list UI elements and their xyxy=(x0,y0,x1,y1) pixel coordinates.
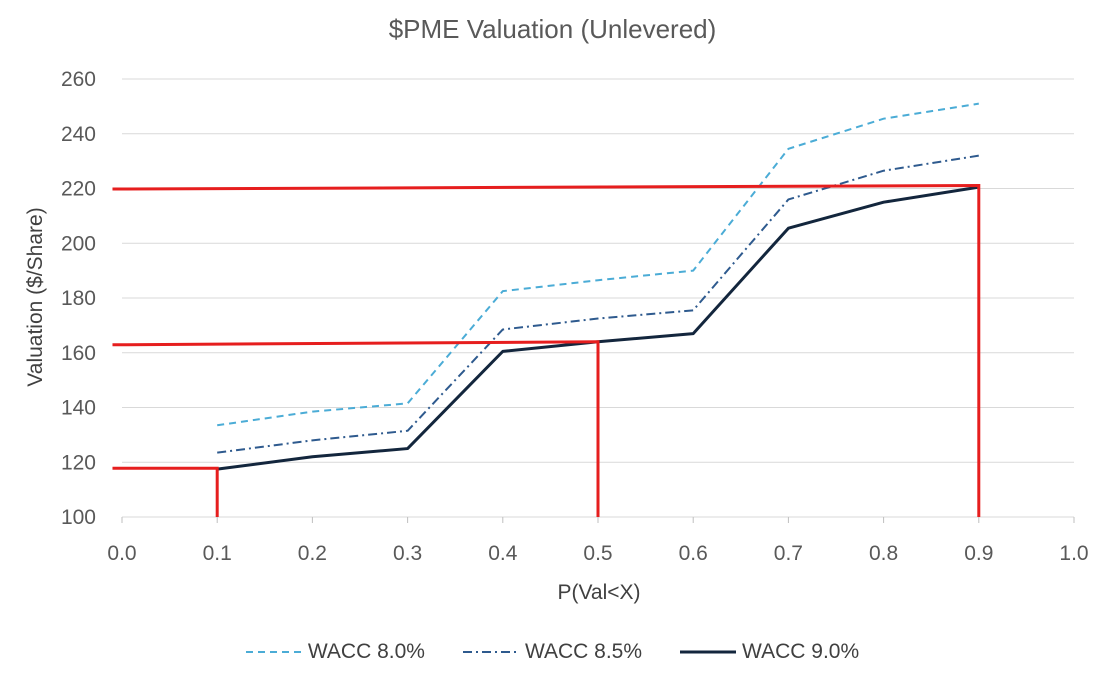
guide-lines xyxy=(112,183,981,517)
series-line-wacc-8-5- xyxy=(217,154,979,454)
y-tick-label: 160 xyxy=(61,342,96,365)
x-tick-label: 0.5 xyxy=(583,542,612,565)
legend-label: WACC 8.0% xyxy=(307,640,425,663)
legend-swatch-solid xyxy=(680,650,737,654)
x-tick-label: 0.2 xyxy=(298,542,327,565)
y-tick-label: 200 xyxy=(61,232,96,255)
y-tick-label: 120 xyxy=(61,451,96,474)
y-tick-label: 140 xyxy=(61,397,96,420)
y-tick-label: 180 xyxy=(61,287,96,310)
y-tick-label: 220 xyxy=(61,178,96,201)
x-axis: 0.0 0.1 0.2 0.3 0.4 0.5 0.6 0.7 0.8 0.9 1.0 xyxy=(107,516,1089,565)
p50-guide xyxy=(112,340,600,517)
x-tick-label: 0.9 xyxy=(964,542,993,565)
series-line-wacc-8-0- xyxy=(217,102,979,427)
legend: WACC 8.0% WACC 8.5% WACC 9.0% xyxy=(0,640,1105,664)
x-tick-label: 0.7 xyxy=(774,542,803,565)
x-tick-label: 0.3 xyxy=(393,542,422,565)
legend-item-wacc-9-0: WACC 9.0% xyxy=(680,640,859,664)
legend-swatch-dashdot xyxy=(462,651,519,653)
x-tick-label: 0.6 xyxy=(679,542,708,565)
x-tick-label: 0.4 xyxy=(488,542,518,565)
p90-guide xyxy=(112,183,981,517)
x-tick-label: 0.1 xyxy=(203,542,232,565)
y-tick-label: 260 xyxy=(61,68,96,91)
y-tick-label: 100 xyxy=(61,506,96,529)
x-tick-label: 1.0 xyxy=(1059,542,1088,565)
legend-item-wacc-8-0: WACC 8.0% xyxy=(245,640,425,664)
chart-title: $PME Valuation (Unlevered) xyxy=(388,14,717,44)
x-tick-label: 0.0 xyxy=(107,542,136,565)
legend-item-wacc-8-5: WACC 8.5% xyxy=(462,640,643,664)
legend-label: WACC 8.5% xyxy=(524,640,643,663)
y-axis: 100 120 140 160 180 200 220 240 260 xyxy=(61,68,96,529)
p10-guide xyxy=(112,466,219,517)
x-axis-title: P(Val<X) xyxy=(557,581,640,604)
legend-swatch-dash xyxy=(245,651,302,653)
y-tick-label: 240 xyxy=(61,123,96,146)
legend-label: WACC 9.0% xyxy=(742,640,860,663)
y-axis-title: Valuation ($/Share) xyxy=(24,207,47,386)
x-tick-label: 0.8 xyxy=(869,542,898,565)
